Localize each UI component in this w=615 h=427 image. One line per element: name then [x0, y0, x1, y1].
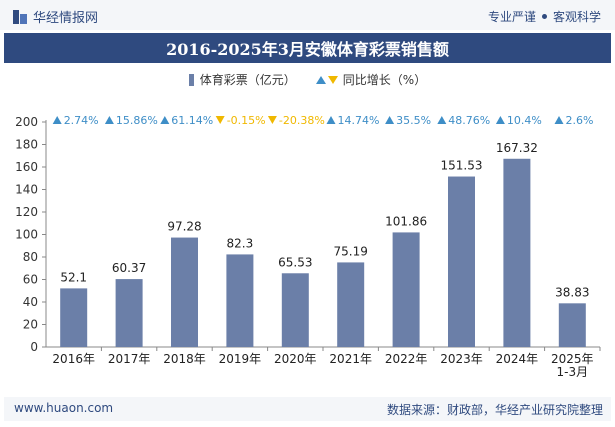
growth-up-icon	[554, 116, 564, 124]
bar	[558, 303, 586, 347]
brand[interactable]: 华经情报网	[13, 7, 98, 26]
bar	[115, 279, 143, 347]
bar	[448, 176, 475, 347]
y-tick-label: 0	[30, 340, 38, 354]
bar-value-label: 65.53	[278, 255, 312, 269]
growth-up-icon	[326, 116, 336, 124]
legend: 体育彩票（亿元） 同比增长（%）	[0, 71, 615, 88]
y-tick-label: 20	[23, 318, 38, 332]
x-tick-label: 2016年	[52, 352, 95, 366]
y-tick-label: 200	[15, 115, 38, 129]
x-tick-label: 2018年	[163, 352, 206, 366]
bar-value-label: 101.86	[385, 214, 427, 228]
y-tick-label: 60	[23, 273, 38, 287]
growth-up-icon	[385, 116, 395, 124]
bar	[503, 158, 531, 347]
y-tick-label: 140	[15, 183, 38, 197]
triangle-down-icon	[327, 75, 338, 84]
x-tick-label: 2024年	[496, 352, 539, 366]
footer: www.huaon.com 数据来源：财政部，华经产业研究院整理	[4, 397, 611, 421]
y-tick-label: 40	[23, 295, 38, 309]
website-link[interactable]: www.huaon.com	[14, 401, 114, 415]
x-tick-label: 2021年	[329, 352, 372, 366]
y-tick-label: 100	[15, 228, 38, 242]
growth-up-icon	[495, 116, 505, 124]
title-bar: 2016-2025年3月安徽体育彩票销售额	[4, 33, 611, 63]
growth-up-icon	[52, 116, 62, 124]
growth-down-icon	[215, 116, 225, 124]
chart-title: 2016-2025年3月安徽体育彩票销售额	[166, 40, 449, 59]
bar	[337, 262, 365, 347]
bar-value-label: 97.28	[167, 220, 201, 234]
bar-value-label: 167.32	[496, 141, 538, 155]
legend-item-bar[interactable]: 体育彩票（亿元）	[188, 71, 296, 88]
bar-value-label: 82.3	[227, 236, 254, 250]
bar	[281, 273, 309, 347]
bar	[171, 237, 198, 347]
y-tick-label: 180	[15, 138, 38, 152]
bar	[226, 254, 254, 347]
tagline-right: 客观科学	[552, 10, 601, 24]
x-tick-label: 2023年	[440, 352, 483, 366]
legend-growth-label: 同比增长（%）	[342, 73, 427, 87]
growth-label: 14.74%	[338, 114, 380, 127]
bar-swatch-icon	[188, 73, 194, 86]
growth-label: 2.6%	[566, 114, 594, 127]
tagline: 专业严谨 客观科学	[488, 8, 601, 25]
bar-value-label: 75.19	[334, 244, 368, 258]
dot-icon	[541, 14, 547, 19]
data-source: 数据来源：财政部，华经产业研究院整理	[386, 403, 603, 417]
y-tick-label: 80	[23, 250, 38, 264]
growth-label: -0.15%	[227, 114, 266, 127]
growth-label: 15.86%	[116, 114, 158, 127]
growth-label: 61.14%	[171, 114, 213, 127]
growth-up-icon	[104, 116, 114, 124]
x-tick-label: 2025年 1-3月	[551, 352, 594, 379]
legend-bar-label: 体育彩票（亿元）	[199, 73, 296, 87]
growth-up-icon	[437, 116, 447, 124]
brand-name: 华经情报网	[33, 11, 99, 26]
bar-value-label: 151.53	[441, 159, 483, 173]
bar	[392, 232, 420, 347]
growth-down-icon	[267, 116, 277, 124]
growth-up-icon	[160, 116, 170, 124]
triangle-up-icon	[315, 75, 326, 84]
bar-value-label: 38.83	[555, 285, 589, 299]
growth-label: 35.5%	[396, 114, 431, 127]
top-bar: 华经情报网 专业严谨 客观科学	[0, 0, 615, 30]
growth-label: 10.4%	[507, 114, 542, 127]
legend-item-growth[interactable]: 同比增长（%）	[315, 71, 427, 88]
growth-label: 2.74%	[64, 114, 99, 127]
x-tick-label: 2022年	[385, 352, 428, 366]
bar-value-label: 60.37	[112, 261, 146, 275]
bar-logo-icon	[13, 9, 27, 24]
y-tick-label: 160	[15, 160, 38, 174]
x-tick-label: 2019年	[219, 352, 262, 366]
bar-value-label: 52.1	[60, 270, 87, 284]
bar	[60, 288, 88, 347]
tagline-left: 专业严谨	[487, 10, 536, 24]
x-tick-label: 2020年	[274, 352, 317, 366]
x-tick-label: 2017年	[108, 352, 151, 366]
growth-label: 48.76%	[448, 114, 490, 127]
growth-label: -20.38%	[279, 114, 325, 127]
y-tick-label: 120	[15, 205, 38, 219]
